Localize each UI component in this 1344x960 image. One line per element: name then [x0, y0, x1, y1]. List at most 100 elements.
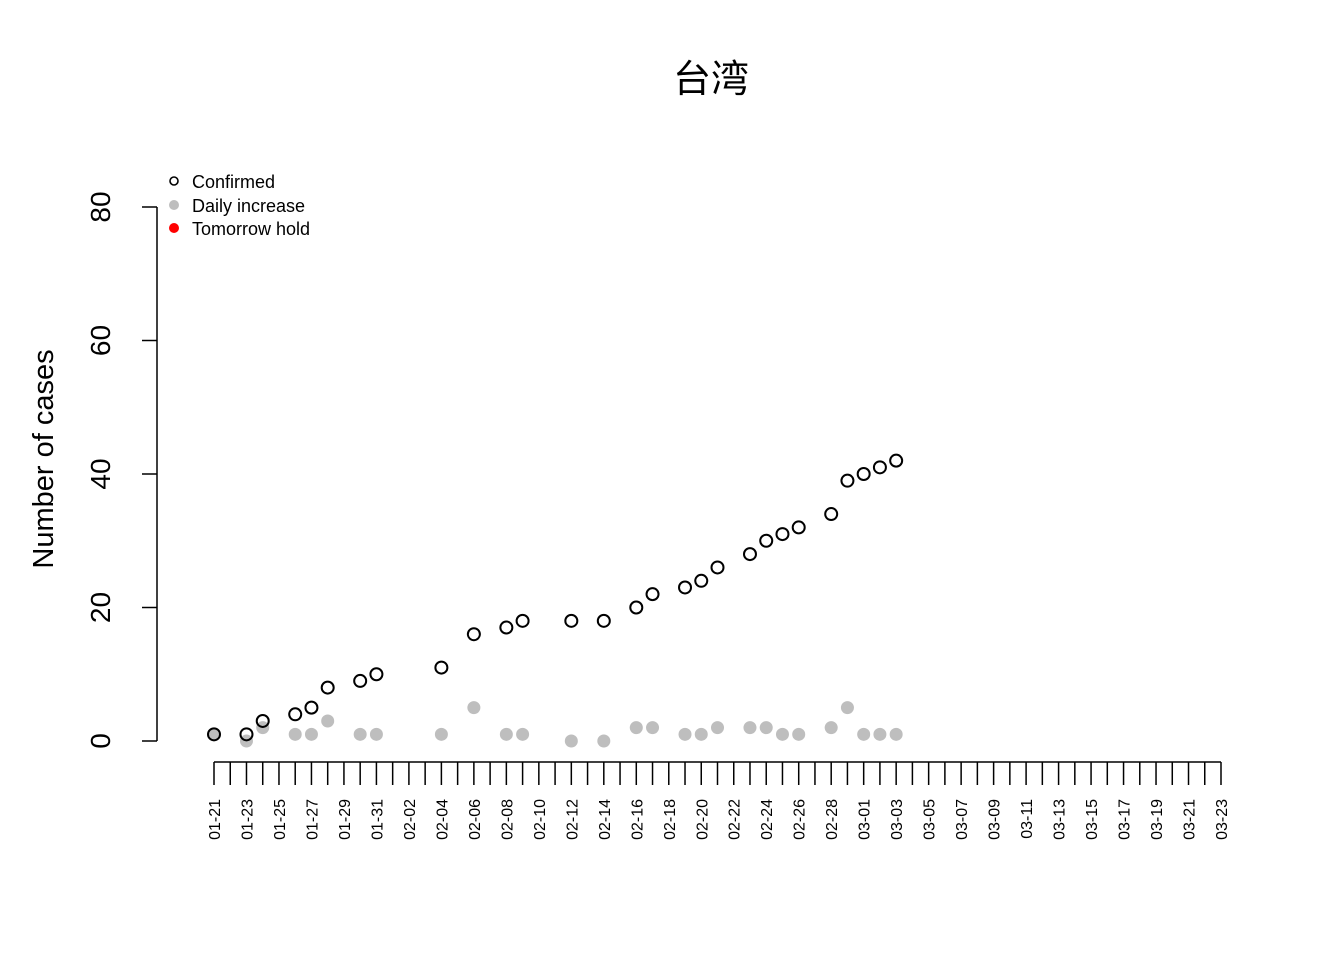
point-confirmed [255, 713, 270, 728]
point-confirmed [515, 613, 530, 628]
point-confirmed [353, 673, 368, 688]
data-points [207, 453, 904, 748]
point-daily-increase [499, 727, 513, 741]
point-daily-increase [873, 727, 887, 741]
x-tick-label: 01-23 [239, 799, 256, 840]
point-daily-increase [775, 727, 789, 741]
x-tick-label: 02-22 [727, 799, 744, 840]
x-tick-label: 03-23 [1214, 799, 1231, 840]
point-daily-increase [792, 727, 806, 741]
point-daily-increase [824, 721, 838, 735]
legend: Confirmed Daily increase Tomorrow hold [169, 172, 310, 239]
point-confirmed [629, 600, 644, 615]
x-tick-label: 03-01 [857, 799, 874, 840]
point-confirmed [678, 580, 693, 595]
x-tick-label: 02-18 [662, 799, 679, 840]
point-confirmed [434, 660, 449, 675]
point-confirmed [239, 727, 254, 742]
point-daily-increase [369, 727, 383, 741]
x-tick-label: 03-13 [1052, 799, 1069, 840]
y-ticks: 0 20 40 60 80 [85, 191, 157, 749]
point-daily-increase [857, 727, 871, 741]
legend-label-confirmed: Confirmed [192, 172, 275, 192]
point-confirmed [369, 667, 384, 682]
point-daily-increase [304, 727, 318, 741]
point-daily-increase [288, 727, 302, 741]
x-tick-label: 03-11 [1019, 799, 1036, 839]
point-daily-increase [516, 727, 530, 741]
point-confirmed [320, 680, 335, 695]
point-daily-increase [711, 721, 724, 735]
y-tick-label: 0 [85, 733, 116, 749]
x-tick-label: 02-16 [629, 799, 646, 840]
point-confirmed [466, 627, 481, 642]
x-tick-label: 03-17 [1117, 799, 1134, 840]
y-tick-label: 80 [85, 191, 116, 222]
x-tick-label: 02-20 [694, 799, 711, 840]
point-daily-increase [434, 727, 448, 741]
point-confirmed [824, 507, 839, 522]
x-tick-label: 02-12 [564, 799, 581, 840]
x-tick-label: 02-04 [434, 799, 451, 840]
x-tick-label: 03-03 [889, 799, 906, 840]
point-daily-increase [743, 721, 757, 735]
point-confirmed [889, 453, 904, 468]
point-confirmed [791, 520, 806, 535]
x-tick-label: 01-21 [207, 799, 224, 840]
legend-marker-confirmed [169, 176, 179, 186]
point-confirmed [564, 613, 579, 628]
legend-marker-tomorrow-hold [169, 223, 179, 233]
point-confirmed [596, 613, 611, 628]
x-tick-label: 03-09 [987, 799, 1004, 840]
chart-title: 台湾 [673, 57, 749, 101]
point-confirmed [304, 700, 319, 715]
x-tick-label: 01-29 [337, 799, 354, 840]
point-daily-increase [889, 727, 903, 741]
x-tick-label: 01-27 [304, 799, 321, 840]
point-confirmed [207, 727, 221, 742]
point-daily-increase [840, 701, 854, 715]
x-tick-label: 03-15 [1084, 799, 1101, 840]
x-tick-label: 03-19 [1149, 799, 1166, 840]
x-tick-label: 02-26 [792, 799, 809, 840]
x-tick-label: 02-28 [824, 799, 841, 840]
x-tick-label: 02-14 [597, 799, 614, 840]
point-confirmed [499, 620, 514, 635]
x-tick-label: 02-02 [402, 799, 419, 840]
x-tick-label: 02-08 [499, 799, 516, 840]
y-tick-label: 40 [85, 458, 116, 489]
y-tick-label: 20 [85, 592, 116, 623]
point-daily-increase [321, 714, 335, 728]
point-daily-increase [629, 721, 643, 735]
point-confirmed [872, 460, 887, 475]
point-confirmed [856, 467, 871, 481]
x-ticks: 01-21 01-23 01-25 01-27 01-29 01-31 02-02 02-04… [207, 762, 1231, 840]
point-daily-increase [564, 734, 578, 748]
point-confirmed [694, 573, 709, 588]
point-daily-increase [759, 721, 773, 735]
legend-marker-daily-increase [169, 200, 179, 210]
point-daily-increase [467, 701, 481, 715]
point-daily-increase [207, 727, 221, 741]
point-confirmed [759, 533, 774, 548]
x-tick-label: 02-06 [467, 799, 484, 840]
point-confirmed [710, 560, 725, 575]
y-axis-label: Number of cases [28, 349, 60, 568]
legend-label-tomorrow-hold: Tomorrow hold [192, 219, 310, 239]
x-tick-label: 02-24 [759, 799, 776, 840]
point-confirmed [775, 527, 790, 542]
x-tick-label: 02-10 [532, 799, 549, 840]
x-tick-label: 01-25 [272, 799, 289, 840]
x-tick-label: 03-07 [954, 799, 971, 840]
point-daily-increase [597, 734, 611, 748]
x-tick-label: 03-05 [922, 799, 939, 840]
legend-label-daily-increase: Daily increase [192, 196, 305, 216]
y-tick-label: 60 [85, 325, 116, 356]
x-tick-label: 01-31 [369, 799, 386, 840]
point-daily-increase [646, 721, 660, 735]
point-confirmed [288, 707, 303, 722]
point-confirmed [645, 587, 660, 602]
point-confirmed [742, 547, 757, 562]
point-daily-increase [353, 727, 367, 741]
